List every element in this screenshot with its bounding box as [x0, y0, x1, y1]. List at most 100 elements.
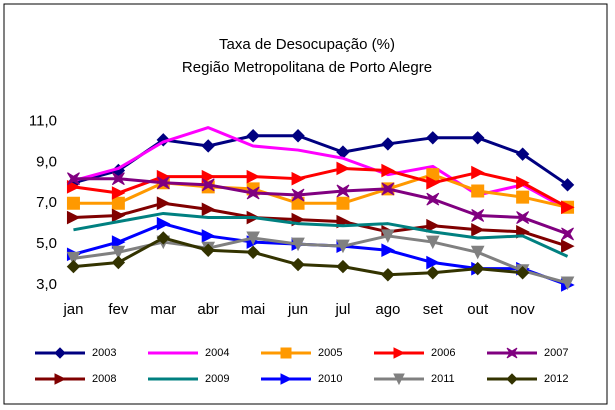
legend-label: 2011 — [431, 373, 455, 385]
point-marker — [111, 172, 125, 186]
point-marker — [560, 276, 575, 291]
point-marker — [471, 131, 485, 145]
point-marker — [246, 169, 261, 184]
point-marker — [201, 169, 216, 184]
y-tick-label: 5,0 — [36, 235, 57, 252]
point-marker — [336, 239, 350, 254]
point-marker — [516, 175, 530, 190]
point-marker — [381, 229, 395, 244]
x-tick-label: ago — [375, 301, 400, 318]
point-marker — [246, 231, 260, 246]
point-marker — [516, 190, 530, 204]
point-marker — [201, 202, 216, 217]
point-marker — [426, 255, 440, 270]
point-marker — [426, 175, 440, 190]
point-marker — [560, 178, 575, 192]
point-marker — [66, 196, 80, 210]
x-tick-label: mar — [150, 301, 176, 318]
point-marker — [111, 235, 126, 249]
y-tick-label: 7,0 — [36, 194, 57, 211]
point-marker — [471, 261, 485, 276]
series-line — [73, 211, 569, 258]
series-line — [73, 166, 569, 209]
legend-label: 2004 — [205, 347, 229, 359]
point-marker — [291, 237, 305, 252]
point-marker — [381, 137, 395, 151]
point-marker — [111, 245, 126, 260]
chart-subtitle: Região Metropolitana de Porto Alegre — [182, 59, 432, 76]
point-marker — [561, 200, 575, 215]
point-marker — [336, 196, 350, 210]
point-marker — [336, 259, 350, 274]
point-marker — [291, 171, 306, 186]
point-marker — [561, 239, 575, 253]
x-tick-label: nov — [511, 301, 536, 318]
x-tick-label: set — [423, 301, 444, 318]
point-marker — [426, 192, 440, 206]
point-marker — [381, 182, 395, 196]
y-tick-label: 11,0 — [29, 112, 57, 129]
legend-label: 2006 — [431, 347, 455, 359]
series-line — [73, 173, 568, 209]
point-marker — [381, 268, 395, 282]
legend-label: 2003 — [92, 347, 116, 359]
legend-label: 2007 — [544, 347, 568, 359]
point-marker — [515, 266, 530, 280]
point-marker — [336, 161, 351, 176]
point-marker — [561, 227, 574, 241]
y-tick-label: 3,0 — [36, 276, 57, 293]
point-marker — [426, 218, 440, 233]
point-marker — [66, 210, 81, 225]
point-marker — [246, 129, 260, 143]
x-tick-label: jan — [62, 301, 83, 318]
point-marker — [381, 243, 395, 258]
point-marker — [393, 373, 405, 386]
point-marker — [291, 188, 305, 202]
point-marker — [470, 245, 485, 260]
point-marker — [291, 257, 305, 272]
point-marker — [246, 245, 260, 259]
legend-label: 2008 — [92, 373, 116, 385]
point-marker — [111, 196, 125, 210]
chart-title: Taxa de Desocupação (%) — [219, 36, 395, 53]
x-tick-label: abr — [197, 301, 219, 318]
point-marker — [66, 259, 81, 274]
point-marker — [54, 373, 67, 385]
point-marker — [506, 347, 518, 359]
legend-label: 2005 — [318, 347, 342, 359]
point-marker — [66, 180, 81, 194]
point-marker — [280, 373, 293, 385]
point-marker — [156, 176, 170, 190]
point-marker — [67, 172, 80, 186]
legend-label: 2012 — [544, 373, 568, 385]
point-marker — [156, 196, 171, 211]
point-marker — [515, 147, 530, 161]
point-marker — [506, 373, 518, 385]
x-tick-label: fev — [108, 301, 129, 318]
point-marker — [336, 184, 350, 198]
point-marker — [246, 186, 260, 200]
point-marker — [426, 131, 440, 145]
x-tick-label: out — [467, 301, 489, 318]
series-line — [73, 177, 569, 236]
legend-label: 2009 — [205, 373, 229, 385]
point-marker — [111, 255, 126, 270]
point-marker — [201, 243, 215, 257]
x-tick-label: jun — [287, 301, 308, 318]
point-marker — [280, 347, 292, 359]
x-tick-label: mai — [241, 301, 265, 318]
series-line — [73, 201, 568, 248]
x-tick-label: jul — [334, 301, 350, 318]
point-marker — [471, 184, 485, 198]
point-marker — [425, 235, 440, 250]
y-tick-label: 9,0 — [36, 153, 57, 170]
point-marker — [201, 229, 216, 243]
point-marker — [291, 129, 305, 143]
legend-label: 2010 — [318, 373, 342, 385]
point-marker — [471, 209, 485, 222]
point-marker — [111, 186, 126, 200]
point-marker — [471, 165, 485, 180]
point-marker — [111, 208, 126, 223]
